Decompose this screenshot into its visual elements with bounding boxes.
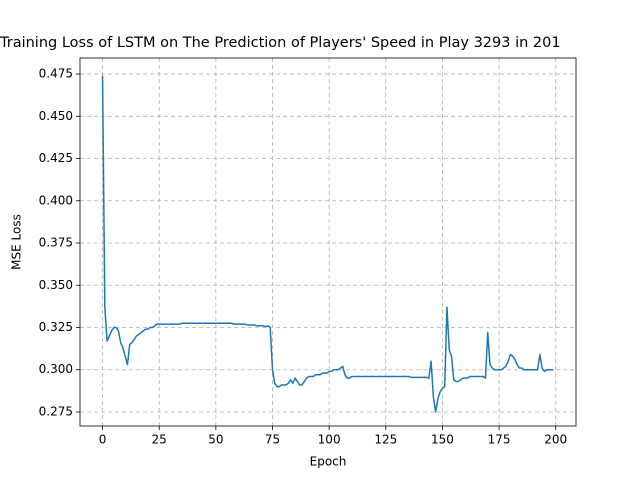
y-tick-label: 0.275 — [39, 404, 73, 418]
x-tick-label: 50 — [208, 433, 223, 447]
x-tick-label: 175 — [488, 433, 511, 447]
loss-line — [101, 75, 554, 413]
y-axis-label: MSE Loss — [10, 214, 24, 270]
x-tick-label: 75 — [265, 433, 280, 447]
plot-frame — [79, 57, 577, 427]
x-tick-label: 200 — [544, 433, 567, 447]
x-tick-label: 150 — [431, 433, 454, 447]
x-tick-label: 0 — [99, 433, 107, 447]
y-tick-label: 0.375 — [39, 236, 73, 250]
chart-title: Training Loss of LSTM on The Prediction … — [0, 35, 561, 51]
y-tick-label: 0.400 — [39, 193, 73, 207]
y-tick-label: 0.425 — [39, 151, 73, 165]
y-tick-label: 0.475 — [39, 67, 73, 81]
y-tick-label: 0.350 — [39, 278, 73, 292]
x-tick-label: 125 — [374, 433, 397, 447]
x-tick-label: 25 — [152, 433, 167, 447]
x-axis-label: Epoch — [310, 455, 347, 469]
y-tick-label: 0.300 — [39, 362, 73, 376]
y-tick-label: 0.450 — [39, 109, 73, 123]
x-tick-label: 100 — [318, 433, 341, 447]
y-tick-label: 0.325 — [39, 320, 73, 334]
